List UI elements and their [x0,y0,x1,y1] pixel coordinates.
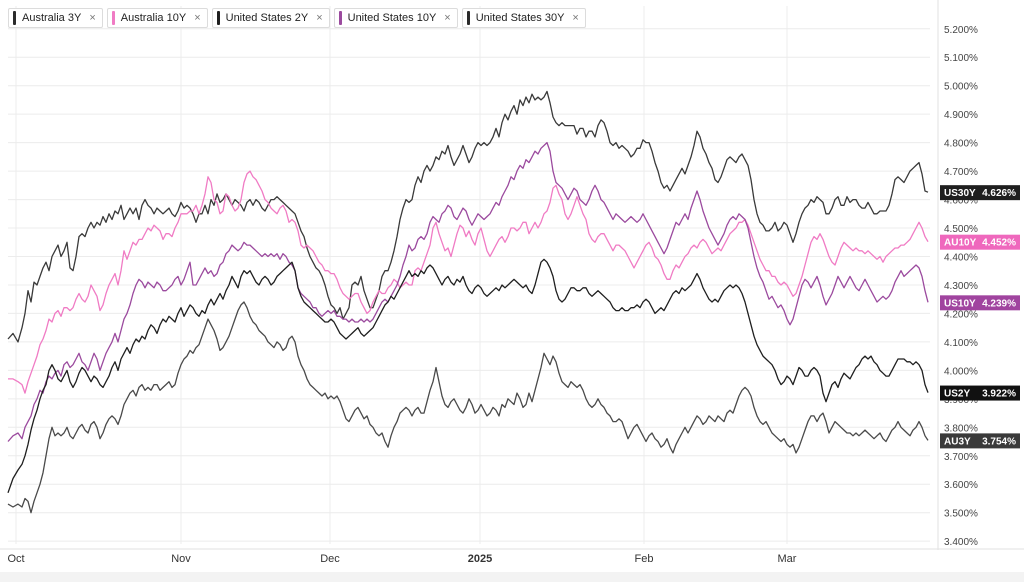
x-tick-label: Feb [635,553,654,565]
legend-swatch [466,11,470,25]
y-tick-label: 4.200% [944,309,978,320]
y-tick-label: 5.000% [944,82,978,93]
last-value-badge-au3y [940,433,1020,449]
y-tick-label: 5.200% [944,25,978,36]
series-line-us30y [7,90,929,343]
y-tick-label: 3.500% [944,509,978,520]
close-icon[interactable]: × [194,12,201,24]
date-range-strip[interactable] [0,572,1024,582]
y-tick-label: 4.900% [944,110,978,121]
badge-value-us30y: 4.626% [982,188,1016,199]
badge-name-us10y: US10Y [944,298,976,309]
badge-value-us10y: 4.239% [982,298,1016,309]
badge-name-us30y: US30Y [944,188,976,199]
y-tick-label: 3.800% [944,423,978,434]
legend-swatch [338,11,342,25]
series-line-au3y [7,301,929,514]
legend-swatch [13,11,16,25]
x-tick-label: Dec [320,553,340,565]
legend-chip[interactable]: United States 30Y × [461,8,586,28]
badge-value-au10y: 4.452% [982,238,1016,249]
last-value-badge-au10y [940,234,1020,250]
y-tick-label: 4.300% [944,281,978,292]
close-icon[interactable]: × [316,12,323,24]
legend-chip[interactable]: Australia 10Y × [106,8,208,28]
badge-name-au3y: AU3Y [944,436,971,447]
y-tick-label: 3.400% [944,537,978,548]
close-icon[interactable]: × [444,12,451,24]
x-tick-label: Nov [171,553,191,565]
last-value-badge-us10y [940,295,1020,311]
badge-value-us2y: 3.922% [982,389,1016,400]
y-tick-label: 3.600% [944,480,978,491]
series-line-us10y [7,141,929,442]
close-icon[interactable]: × [89,12,96,24]
y-tick-label: 4.700% [944,167,978,178]
y-tick-label: 4.000% [944,366,978,377]
series-line-au10y [8,170,929,394]
legend-label: United States 10Y [347,12,437,24]
y-tick-label: 4.400% [944,252,978,263]
x-tick-label: Mar [778,553,797,565]
legend-chip[interactable]: United States 10Y × [333,8,458,28]
y-tick-label: 4.800% [944,139,978,150]
y-tick-label: 3.700% [944,452,978,463]
x-tick-label: Oct [7,553,24,565]
legend-swatch [216,11,220,25]
legend-swatch [111,11,115,25]
y-tick-label: 4.600% [944,196,978,207]
legend: Australia 3Y × Australia 10Y × United States… [8,8,586,30]
legend-label: Australia 3Y [22,12,82,24]
last-value-badge-us2y [940,385,1020,401]
badge-value-au3y: 3.754% [982,436,1016,447]
legend-chip[interactable]: United States 2Y × [211,8,330,28]
legend-chip[interactable]: Australia 3Y × [8,8,103,28]
series-line-us2y [7,258,929,494]
y-tick-label: 5.100% [944,53,978,64]
badge-name-au10y: AU10Y [944,238,977,249]
x-tick-label: 2025 [468,553,492,565]
legend-label: United States 30Y [475,12,565,24]
y-tick-label: 4.100% [944,338,978,349]
y-tick-label: 4.500% [944,224,978,235]
legend-label: Australia 10Y [120,12,187,24]
legend-label: United States 2Y [225,12,309,24]
close-icon[interactable]: × [572,12,579,24]
last-value-badge-us30y [940,185,1020,201]
badge-name-us2y: US2Y [944,389,970,400]
